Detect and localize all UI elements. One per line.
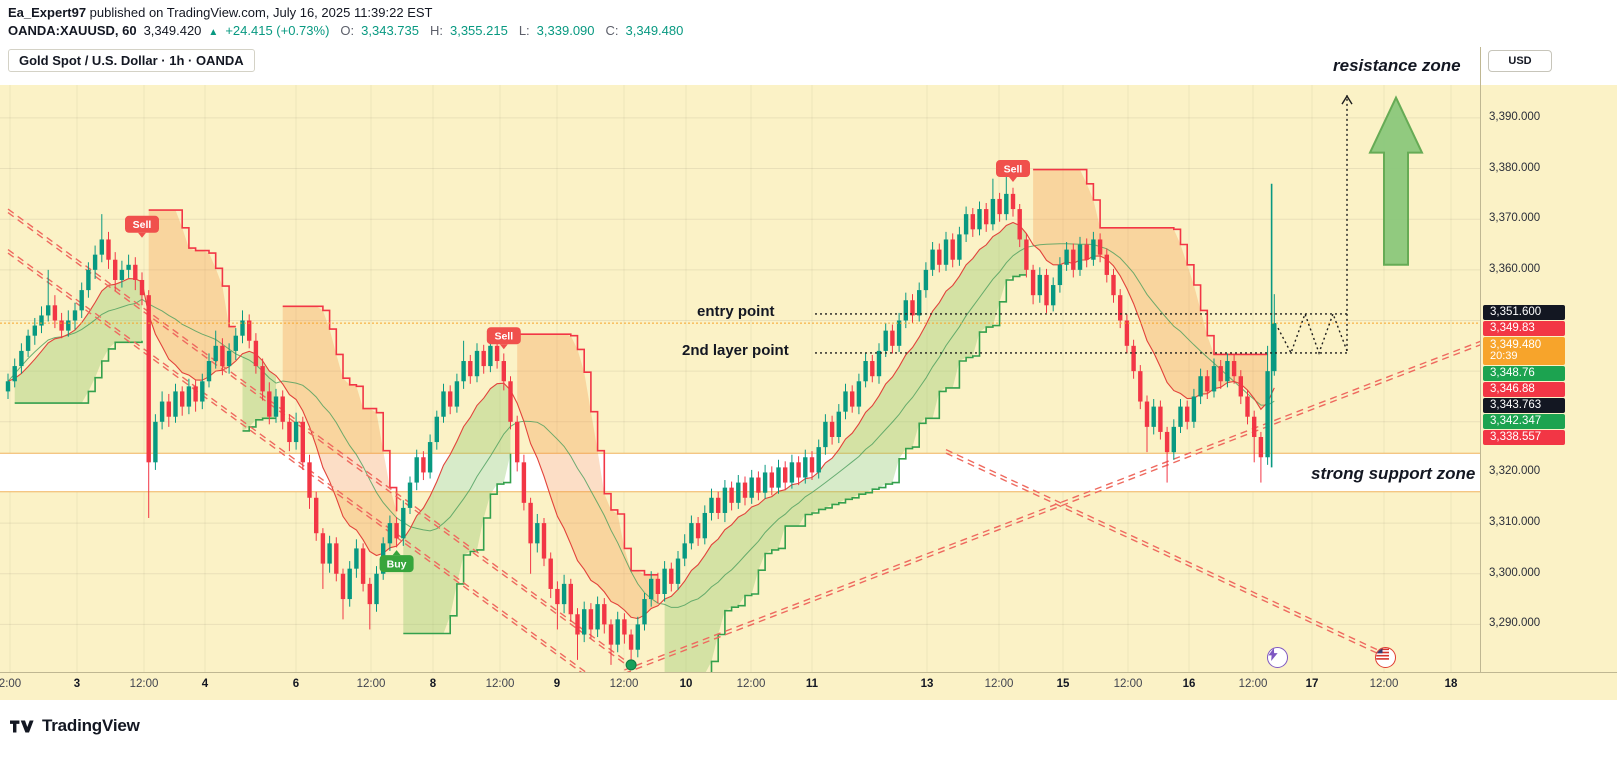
time-axis-label: 8: [429, 678, 437, 690]
entry-point-label: entry point: [697, 303, 775, 320]
countdown-timer: 20:39: [1490, 350, 1518, 363]
open-value: 3,343.735: [361, 23, 419, 38]
price-axis-label: 3,300.000: [1489, 566, 1541, 579]
sell-marker: Sell: [486, 327, 521, 350]
high-value: 3,355.215: [449, 23, 508, 38]
second-layer-point-label: 2nd layer point: [682, 342, 789, 359]
price-axis-label: 3,380.000: [1489, 161, 1541, 174]
time-axis-label: 12:00: [1113, 678, 1143, 690]
byline-text: published on TradingView.com, July 16, 2…: [86, 5, 433, 20]
price-axis-label: 3,290.000: [1489, 617, 1541, 630]
price-axis-label: 3,390.000: [1489, 110, 1541, 123]
time-axis-label: 11: [805, 678, 819, 690]
header: Ea_Expert97 published on TradingView.com…: [0, 0, 1617, 47]
chart-area: Sell Buy Sell Sell Gold Spot / U.S. Dollar …: [0, 47, 1617, 672]
symbol-name[interactable]: OANDA:XAUUSD, 60: [8, 23, 137, 38]
symbol-row: OANDA:XAUUSD, 60 3,349.420 ▲ +24.415 (+0…: [8, 23, 1617, 38]
sell-marker: Sell: [996, 160, 1030, 183]
buy-marker: Buy: [379, 550, 414, 573]
price-change: +24.415 (+0.73%): [225, 23, 330, 38]
price-axis-label: 3,370.000: [1489, 212, 1541, 225]
open-label: O:: [340, 23, 355, 38]
change-up-icon: ▲: [208, 27, 219, 38]
time-axis-label: 12:00: [356, 678, 386, 690]
time-axis-label: 6: [292, 678, 300, 690]
chart-plot[interactable]: Sell Buy Sell Sell Gold Spot / U.S. Dollar …: [0, 47, 1480, 672]
high-label: H:: [429, 23, 443, 38]
price-axis-label: 3,360.000: [1489, 262, 1541, 275]
time-axis-label: 3: [73, 678, 81, 690]
time-axis-label: 13: [920, 678, 934, 690]
time-axis-label: 17: [1305, 678, 1319, 690]
last-price: 3,349.420: [143, 23, 202, 38]
resistance-zone-label: resistance zone: [1333, 56, 1461, 75]
price-axis[interactable]: USD 3,390.000 3,380.000 3,370.000 3,360.000…: [1480, 47, 1617, 672]
price-axis-label: 3,310.000: [1489, 516, 1541, 529]
svg-text:Sell: Sell: [494, 330, 513, 342]
low-value: 3,339.090: [536, 23, 595, 38]
time-axis-label: 15: [1056, 678, 1070, 690]
support-zone-label: strong support zone: [1311, 464, 1476, 483]
time-axis-label: 12:00: [485, 678, 515, 690]
price-badge: 3,338.557: [1483, 429, 1565, 445]
price-badge: 3,349.83: [1483, 320, 1565, 336]
time-axis-label: 16: [1182, 678, 1196, 690]
author-name[interactable]: Ea_Expert97: [8, 5, 87, 20]
chart-canvas[interactable]: Sell Buy Sell Sell: [0, 47, 1480, 672]
price-badge: 3,343.763: [1483, 397, 1565, 413]
sell-marker: Sell: [125, 215, 159, 238]
time-axis-label: 12:00: [736, 678, 766, 690]
currency-button[interactable]: USD: [1488, 50, 1552, 72]
svg-text:Sell: Sell: [133, 219, 152, 231]
bullish-arrow: [1368, 95, 1424, 266]
time-axis[interactable]: 2:00 3 12:00 4 6 12:00 8 12:00 9 12:00 10 12:00 11 13…: [0, 672, 1617, 700]
svg-text:Buy: Buy: [387, 558, 407, 570]
time-axis-label: 12:00: [129, 678, 159, 690]
byline: Ea_Expert97 published on TradingView.com…: [8, 5, 1617, 20]
economic-event-us-flag-icon[interactable]: [1375, 647, 1396, 668]
us-flag-icon: [1376, 648, 1389, 661]
time-axis-label: 9: [553, 678, 561, 690]
price-badge: 3,346.88: [1483, 381, 1565, 397]
time-axis-label: 2:00: [0, 678, 22, 690]
time-axis-label: 12:00: [1369, 678, 1399, 690]
time-axis-label: 18: [1444, 678, 1458, 690]
time-axis-label: 12:00: [1238, 678, 1268, 690]
price-badge: 3,351.600: [1483, 304, 1565, 320]
footer: TradingView: [0, 700, 1617, 736]
buy-dot-marker: [625, 659, 637, 671]
economic-event-lightning-icon[interactable]: [1267, 647, 1288, 668]
low-label: L:: [518, 23, 530, 38]
lightning-icon: [1268, 648, 1278, 661]
price-axis-label: 3,320.000: [1489, 465, 1541, 478]
svg-text:Sell: Sell: [1004, 163, 1023, 175]
price-badge: 3,348.76: [1483, 365, 1565, 381]
tradingview-logo-icon[interactable]: [10, 719, 34, 734]
chart-legend[interactable]: Gold Spot / U.S. Dollar · 1h · OANDA: [8, 49, 255, 72]
price-badge: 3,349.480 20:39: [1483, 336, 1565, 365]
time-axis-label: 12:00: [984, 678, 1014, 690]
time-axis-label: 4: [201, 678, 209, 690]
time-axis-label: 12:00: [609, 678, 639, 690]
price-badge: 3,342.347: [1483, 413, 1565, 429]
close-value: 3,349.480: [625, 23, 684, 38]
time-axis-label: 10: [679, 678, 693, 690]
close-label: C:: [605, 23, 619, 38]
tradingview-brand[interactable]: TradingView: [42, 716, 140, 735]
